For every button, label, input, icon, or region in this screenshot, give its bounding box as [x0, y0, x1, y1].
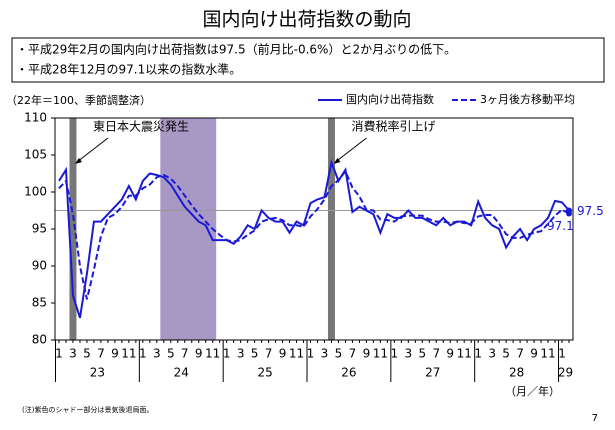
- x-tick-label: 1: [558, 347, 566, 361]
- x-tick-label: 5: [251, 347, 259, 361]
- annotation-arrow: [335, 137, 367, 163]
- year-label: 25: [257, 366, 272, 380]
- footnote: (注)紫色のシャドー部分は景気後退局面。: [22, 405, 153, 414]
- y-tick-label: 80: [32, 333, 47, 347]
- x-tick-label: 7: [349, 347, 357, 361]
- x-tick-label: 1: [307, 347, 315, 361]
- x-tick-label: 7: [97, 347, 105, 361]
- y-tick-label: 100: [24, 185, 47, 199]
- x-tick-label: 5: [418, 347, 426, 361]
- x-tick-label: 5: [335, 347, 343, 361]
- x-tick-label: 11: [205, 347, 220, 361]
- annotation-arrow: [76, 137, 109, 163]
- y-tick-label: 110: [24, 111, 47, 125]
- y-tick-label: 90: [32, 259, 47, 273]
- x-tick-label: 9: [530, 347, 538, 361]
- x-tick-label: 11: [540, 347, 555, 361]
- x-tick-label: 11: [373, 347, 388, 361]
- arrow-head: [333, 158, 341, 164]
- bullet-box: [11, 37, 605, 83]
- x-tick-label: 5: [167, 347, 175, 361]
- annotation: 消費税率引上げ: [351, 119, 435, 134]
- x-tick-label: 9: [111, 347, 119, 361]
- series-line: [58, 158, 570, 319]
- x-tick-label: 1: [391, 347, 399, 361]
- x-tick-label: 3: [69, 347, 77, 361]
- bullet: ・平成28年12月の97.1以来の指数水準。: [16, 62, 241, 77]
- x-tick-label: 3: [237, 347, 245, 361]
- chart-title: 国内向け出荷指数の動向: [202, 9, 411, 31]
- x-tick-label: 9: [363, 347, 371, 361]
- y-tick-label: 85: [32, 296, 47, 310]
- x-tick-label: 3: [153, 347, 161, 361]
- x-tick-label: 3: [488, 347, 496, 361]
- x-tick-label: 7: [181, 347, 189, 361]
- x-tick-label: 1: [474, 347, 482, 361]
- legend-label: 国内向け出荷指数: [346, 92, 434, 106]
- bullet: ・平成29年2月の国内向け出荷指数は97.5（前月比-0.6%）と2か月ぶりの低…: [16, 42, 456, 57]
- x-tick-label: 5: [502, 347, 510, 361]
- year-label: 23: [90, 366, 105, 380]
- shade: [69, 118, 77, 340]
- arrow-head: [74, 158, 82, 164]
- y-tick-label: 105: [24, 148, 47, 162]
- x-tick-label: 9: [446, 347, 454, 361]
- series-line: [58, 169, 570, 300]
- value-label: 97.1: [547, 219, 574, 233]
- year-label: 26: [341, 366, 356, 380]
- page-number: 7: [592, 413, 598, 424]
- y-tick-label: 95: [32, 222, 47, 236]
- x-tick-label: 3: [321, 347, 329, 361]
- year-label: 24: [174, 366, 189, 380]
- value-label: 97.5: [577, 204, 604, 218]
- x-tick-label: 1: [55, 347, 63, 361]
- x-tick-label: 1: [223, 347, 231, 361]
- y-axis-label: （22年＝100、季節調整済）: [6, 93, 151, 107]
- x-tick-label: 1: [139, 347, 147, 361]
- end-point: [566, 210, 572, 217]
- x-axis-label: （月／年）: [505, 384, 560, 398]
- x-tick-label: 7: [265, 347, 273, 361]
- x-tick-label: 9: [195, 347, 203, 361]
- year-label: 28: [509, 366, 524, 380]
- annotation: 東日本大震災発生: [93, 120, 189, 134]
- shade: [327, 118, 335, 340]
- x-tick-label: 11: [457, 347, 472, 361]
- x-tick-label: 3: [404, 347, 412, 361]
- year-label: 27: [425, 366, 440, 380]
- x-tick-label: 7: [516, 347, 524, 361]
- plot-frame: [54, 117, 574, 341]
- x-tick-label: 11: [121, 347, 136, 361]
- x-tick-label: 11: [289, 347, 304, 361]
- x-tick-label: 9: [279, 347, 287, 361]
- legend-label: 3ヶ月後方移動平均: [480, 92, 575, 106]
- year-label: 29: [558, 366, 573, 380]
- x-tick-label: 7: [432, 347, 440, 361]
- x-tick-label: 5: [83, 347, 91, 361]
